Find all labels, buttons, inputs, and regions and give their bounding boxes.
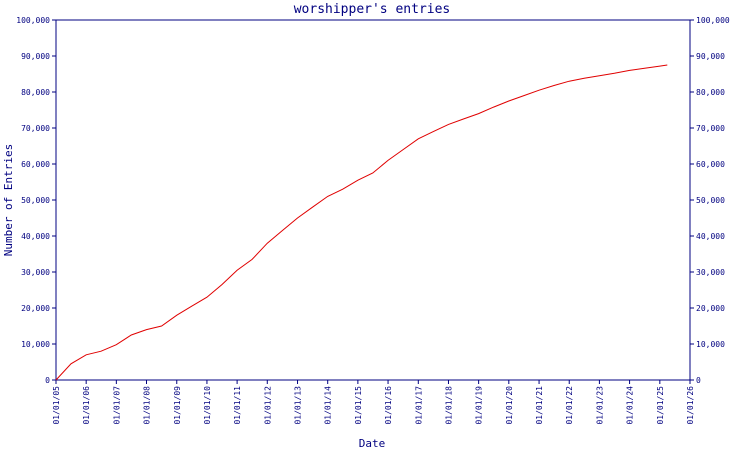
- y-tick-label-right: 10,000: [696, 340, 725, 349]
- y-tick-label-right: 50,000: [696, 196, 725, 205]
- x-tick-label: 01/01/11: [233, 386, 242, 425]
- y-ticks-left: 0 10,000 20,000 30,000 40,000 50,000 60,000 70,…: [16, 16, 56, 385]
- y-tick-label-left: 80,000: [21, 88, 50, 97]
- x-tick-label: 01/01/06: [82, 386, 91, 425]
- y-tick-label-left: 30,000: [21, 268, 50, 277]
- x-tick-label: 01/01/26: [686, 386, 695, 425]
- x-tick-label: 01/01/07: [112, 386, 121, 425]
- y-tick-label-right: 100,000: [696, 16, 730, 25]
- x-tick-label: 01/01/21: [535, 386, 544, 425]
- x-tick-label: 01/01/08: [143, 386, 152, 425]
- y-tick-label-left: 90,000: [21, 52, 50, 61]
- y-tick-label-right: 60,000: [696, 160, 725, 169]
- y-tick-label-left: 100,000: [16, 16, 50, 25]
- y-tick-label-left: 70,000: [21, 124, 50, 133]
- y-tick-label-right: 30,000: [696, 268, 725, 277]
- x-tick-label: 01/01/24: [626, 386, 635, 425]
- x-tick-label: 01/01/12: [263, 386, 272, 425]
- x-tick-label: 01/01/17: [414, 386, 423, 425]
- y-tick-label-right: 20,000: [696, 304, 725, 313]
- y-tick-label-left: 50,000: [21, 196, 50, 205]
- y-tick-label-left: 10,000: [21, 340, 50, 349]
- x-tick-label: 01/01/09: [173, 386, 182, 425]
- y-tick-label-left: 60,000: [21, 160, 50, 169]
- x-tick-label: 01/01/13: [294, 386, 303, 425]
- chart-axes: [55, 19, 691, 381]
- x-ticks: 01/01/05 01/01/06 01/01/07 01/01/08 01/01/09…: [52, 380, 695, 425]
- x-tick-label: 01/01/19: [475, 386, 484, 425]
- x-tick-label: 01/01/20: [505, 386, 514, 425]
- y-tick-label-left: 40,000: [21, 232, 50, 241]
- x-tick-label: 01/01/18: [444, 386, 453, 425]
- x-tick-label: 01/01/14: [324, 386, 333, 425]
- y-tick-label-left: 20,000: [21, 304, 50, 313]
- x-axis-label: Date: [359, 437, 386, 450]
- x-tick-label: 01/01/25: [656, 386, 665, 425]
- x-tick-label: 01/01/05: [52, 386, 61, 425]
- y-tick-label-left: 0: [45, 376, 50, 385]
- chart-title: worshipper's entries: [294, 2, 451, 17]
- x-tick-label: 01/01/23: [595, 386, 604, 425]
- y-ticks-right: 0 10,000 20,000 30,000 40,000 50,000 60,000 70,…: [690, 16, 730, 385]
- y-tick-label-right: 40,000: [696, 232, 725, 241]
- y-tick-label-right: 90,000: [696, 52, 725, 61]
- y-axis-label: Number of Entries: [2, 144, 15, 257]
- x-tick-label: 01/01/22: [565, 386, 574, 425]
- series-line-0: [55, 64, 668, 381]
- x-tick-label: 01/01/16: [384, 386, 393, 425]
- y-tick-label-right: 80,000: [696, 88, 725, 97]
- x-tick-label: 01/01/15: [354, 386, 363, 425]
- series-layer: [55, 64, 668, 381]
- y-tick-label-right: 0: [696, 376, 701, 385]
- y-tick-label-right: 70,000: [696, 124, 725, 133]
- x-tick-label: 01/01/10: [203, 386, 212, 425]
